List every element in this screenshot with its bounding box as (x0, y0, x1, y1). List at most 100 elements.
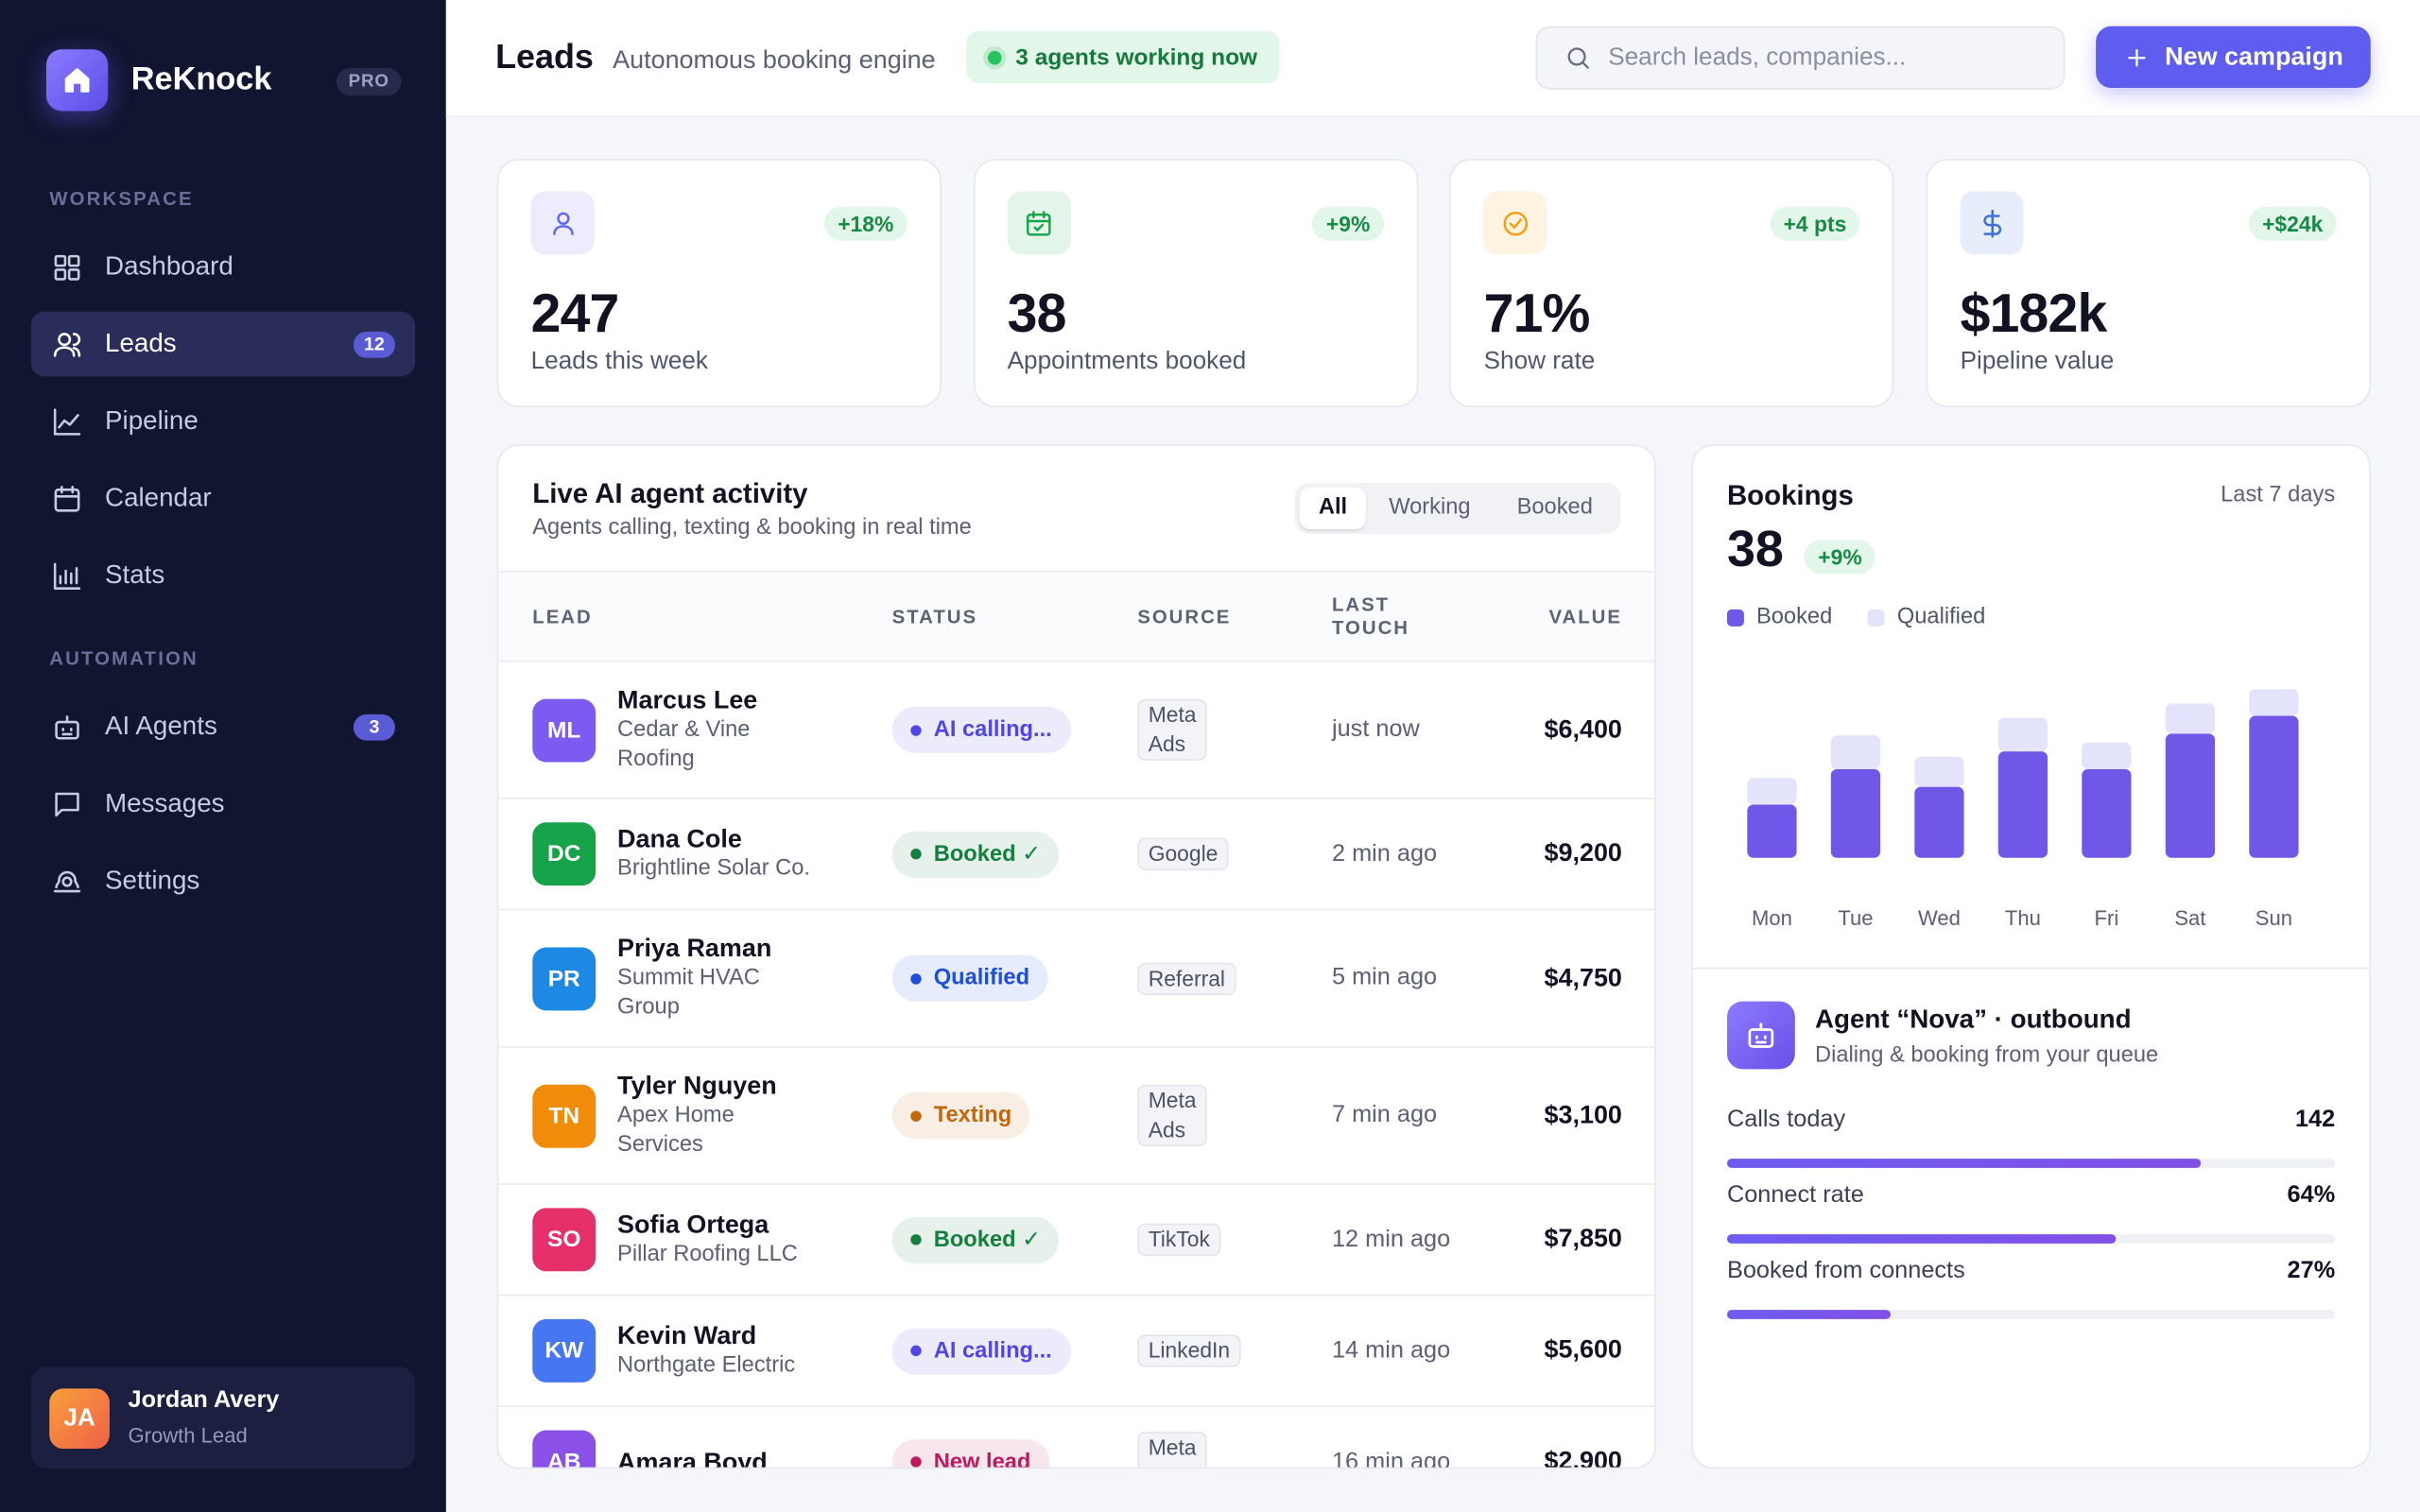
lead-company: Cedar & Vine Roofing (617, 717, 751, 772)
lead-row[interactable]: KW Kevin Ward Northgate Electric AI calling… (498, 1295, 1655, 1407)
metric-value: 27% (2287, 1257, 2336, 1284)
bar-segment (1830, 735, 1881, 769)
status-dot (910, 1456, 922, 1468)
last-touch: 12 min ago (1331, 1184, 1502, 1297)
icon (1567, 47, 1589, 69)
filter-tab[interactable]: All (1300, 487, 1366, 529)
status-text: New lead (933, 1449, 1031, 1469)
bar-segment (1830, 768, 1881, 858)
bar-segment (1997, 751, 2048, 858)
bar-segment (1914, 756, 1964, 787)
header-row: LEAD STATUS SOURCE LAST TOUCH VALUE (498, 571, 1655, 662)
status-cell: Booked ✓ (891, 1184, 1138, 1297)
lead-name: Amara Boyd (617, 1448, 768, 1469)
lead-name: Priya Raman (617, 935, 772, 963)
status-cell: Texting (891, 1046, 1138, 1185)
status-cell: AI calling... (891, 1295, 1138, 1407)
bar-segment (2165, 703, 2216, 734)
nav-label: Messages (105, 788, 225, 818)
x-tick-label: Sun (2256, 906, 2292, 930)
status-text: 3 agents working now (1015, 43, 1258, 71)
lead-cell: TN Tyler Nguyen Apex Home Services (498, 1046, 892, 1185)
lead-avatar: TN (532, 1083, 596, 1147)
icon (552, 211, 573, 235)
icon (53, 869, 81, 892)
lead-name: Sofia Ortega (617, 1211, 769, 1240)
x-tick-label: Sat (2174, 906, 2205, 930)
icon (1027, 210, 1051, 235)
table-head: LEAD STATUS SOURCE LAST TOUCH VALUE (498, 571, 1655, 662)
nav-item[interactable]: Leads 12 (30, 311, 416, 377)
lead-info: DC Dana Cole Brightline Solar Co. (532, 822, 891, 886)
source-cell: Google (1137, 798, 1332, 911)
filter-tab[interactable]: Working (1389, 495, 1471, 521)
lead-company: Brightline Solar Co. (617, 856, 811, 882)
lead-avatar: AB (532, 1430, 596, 1468)
lead-row[interactable]: PR Priya Raman Summit HVAC Group Qualified R… (498, 909, 1655, 1048)
search-box[interactable]: Search leads, companies... (1535, 26, 2066, 90)
stat-value: 71% (1483, 284, 1591, 345)
nav-item[interactable]: Messages (31, 771, 416, 836)
new-campaign-button[interactable]: New campaign (2096, 26, 2371, 89)
lead-name: Dana Cole (617, 825, 742, 853)
lead-company: Pillar Roofing LLC (617, 1242, 798, 1267)
bar-segment (2165, 733, 2216, 858)
legend-label: Qualified (1896, 605, 1986, 630)
status-chip: Booked ✓ (891, 831, 1060, 878)
user-card[interactable]: JA Jordan Avery Growth Lead (30, 1366, 416, 1469)
status-cell: Booked ✓ (891, 798, 1138, 911)
lead-row[interactable]: ML Marcus Lee Cedar & Vine Roofing AI calli… (498, 661, 1655, 799)
metric-value: 64% (2287, 1181, 2336, 1209)
bookings-panel: Bookings Last 7 days 38 +9% Booked Qualified M… (1691, 444, 2371, 1469)
status-dot (910, 1109, 922, 1122)
lead-row[interactable]: DC Dana Cole Brightline Solar Co. Booked ✓ G… (498, 798, 1655, 911)
nav-item[interactable]: Settings (31, 849, 416, 914)
lead-row[interactable]: SO Sofia Ortega Pillar Roofing LLC Booked ✓… (498, 1184, 1655, 1297)
lead-avatar: SO (532, 1208, 596, 1272)
sidebar: ReKnock PRO WORKSPACE Dashboard Leads 12 Pipel… (0, 0, 446, 1512)
source-chip: Referral (1137, 961, 1236, 995)
bookings-title: Bookings (1726, 479, 1854, 511)
lead-info: AB Amara Boyd (532, 1430, 891, 1469)
section-label: AUTOMATION (49, 647, 199, 670)
status-dot (910, 1234, 922, 1246)
lead-company: Summit HVAC Group (617, 966, 760, 1021)
filter-tab[interactable]: Booked (1516, 495, 1593, 521)
nav-label: Pipeline (105, 405, 199, 436)
status-chip: Qualified (891, 954, 1048, 1002)
icon (64, 68, 90, 93)
status-text: Booked ✓ (933, 1227, 1041, 1252)
button-label: New campaign (2165, 42, 2343, 71)
legend-swatch (1867, 609, 1885, 627)
status-dot (910, 848, 922, 860)
agent-title: Agent “Nova” · outbound (1814, 1004, 2132, 1034)
status-text: Booked ✓ (933, 841, 1041, 867)
lead-info: SO Sofia Ortega Pillar Roofing LLC (532, 1208, 891, 1272)
icon (55, 791, 79, 816)
icon (54, 254, 80, 280)
nav-item[interactable]: Dashboard (31, 234, 416, 300)
nav-label: Calendar (105, 483, 212, 513)
status-text: Texting (933, 1103, 1012, 1128)
status-chip: Texting (891, 1091, 1030, 1139)
nav-item[interactable]: Pipeline (31, 388, 416, 454)
nav-item[interactable]: Stats (31, 543, 416, 609)
lead-value: $2,900 (1501, 1406, 1655, 1468)
x-tick-label: Wed (1918, 906, 1961, 930)
lead-row[interactable]: AB Amara Boyd New lead Meta Ads 16 min ago$2… (498, 1406, 1655, 1469)
agent-icon (1726, 1001, 1795, 1070)
bookings-delta: +9% (1804, 540, 1876, 575)
x-tick-label: Thu (2005, 906, 2041, 930)
last-touch: 5 min ago (1331, 909, 1502, 1048)
brand-logo (45, 49, 109, 112)
lead-row[interactable]: TN Tyler Nguyen Apex Home Services Texting M… (498, 1046, 1655, 1185)
nav-badge: 12 (353, 332, 395, 358)
nav-item[interactable]: Calendar (31, 466, 416, 531)
lead-value: $6,400 (1501, 661, 1655, 799)
column-label: SOURCE (1137, 605, 1232, 627)
nav-item[interactable]: AI Agents 3 (31, 695, 416, 760)
lead-name: Tyler Nguyen (617, 1072, 777, 1101)
lead-value: $3,100 (1501, 1046, 1655, 1185)
source-cell: Meta Ads (1137, 1046, 1332, 1185)
x-tick-label: Fri (2095, 906, 2119, 930)
